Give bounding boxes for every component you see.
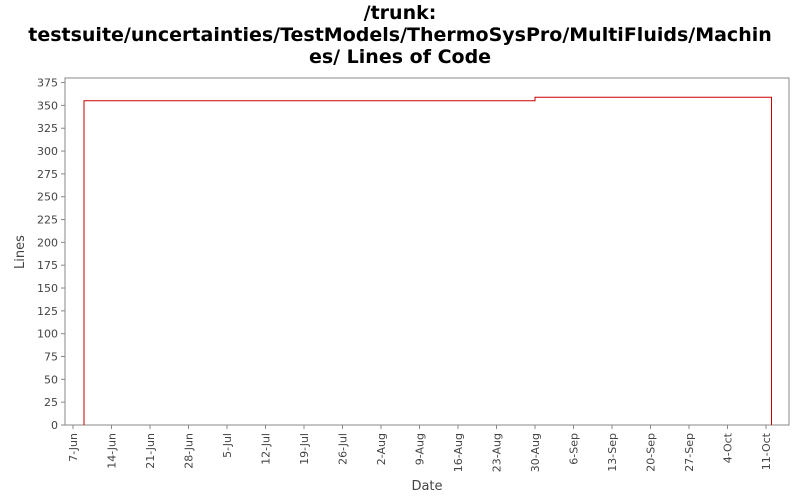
x-tick-label: 23-Aug xyxy=(491,433,504,472)
x-tick-label: 19-Jul xyxy=(298,433,311,465)
y-axis: 0 25 50 75 100 125 150 175 200 225 250 275 300 325 350… xyxy=(37,77,66,432)
x-tick-label: 28-Jun xyxy=(183,433,196,469)
series-layer xyxy=(83,96,772,425)
y-tick-label: 125 xyxy=(37,305,58,318)
y-tick-label: 0 xyxy=(51,419,58,432)
x-tick-label: 9-Aug xyxy=(414,433,427,465)
y-tick-label: 300 xyxy=(37,145,58,158)
x-tick-label: 30-Aug xyxy=(529,433,542,472)
y-tick-label: 250 xyxy=(37,191,58,204)
chart-title-line-1: /trunk: xyxy=(363,2,437,24)
x-axis: 7-Jun 14-Jun 21-Jun 28-Jun 5-Jul 12-Jul 19-Jul… xyxy=(65,424,789,472)
x-axis-label: Date xyxy=(411,479,442,494)
y-tick-label: 275 xyxy=(37,168,58,181)
y-tick-label: 100 xyxy=(37,328,58,341)
x-tick-label: 27-Sep xyxy=(683,433,696,472)
y-tick-label: 225 xyxy=(37,214,58,227)
y-tick-label: 50 xyxy=(44,373,58,386)
chart-title: /trunk: testsuite/uncertainties/TestMode… xyxy=(0,2,800,68)
y-tick-label: 350 xyxy=(37,99,58,112)
x-tick-label: 20-Sep xyxy=(645,433,658,472)
x-tick-label: 12-Jul xyxy=(260,433,273,465)
x-tick-label: 6-Sep xyxy=(568,433,581,465)
x-tick-label: 16-Aug xyxy=(452,433,465,472)
y-tick-label: 150 xyxy=(37,282,58,295)
y-tick-label: 375 xyxy=(37,77,58,90)
x-tick-label: 2-Aug xyxy=(375,433,388,465)
y-tick-label: 75 xyxy=(44,351,58,364)
y-tick-label: 325 xyxy=(37,122,58,135)
plot-area xyxy=(64,77,790,426)
x-tick-label: 21-Jun xyxy=(144,433,157,469)
x-tick-label: 4-Oct xyxy=(722,432,735,463)
x-tick-label: 5-Jul xyxy=(221,433,234,458)
y-axis-label: Lines xyxy=(13,235,28,269)
chart-title-line-2: testsuite/uncertainties/TestModels/Therm… xyxy=(28,24,772,46)
x-tick-label: 7-Jun xyxy=(67,433,80,462)
y-tick-label: 175 xyxy=(37,259,58,272)
y-tick-label: 25 xyxy=(44,396,58,409)
x-tick-label: 11-Oct xyxy=(760,432,773,470)
series-line xyxy=(83,96,772,425)
x-tick-label: 14-Jun xyxy=(106,433,119,469)
x-tick-label: 26-Jul xyxy=(337,433,350,465)
y-tick-label: 200 xyxy=(37,236,58,249)
x-tick-label: 13-Sep xyxy=(606,433,619,472)
chart-title-line-3: es/ Lines of Code xyxy=(308,46,492,68)
